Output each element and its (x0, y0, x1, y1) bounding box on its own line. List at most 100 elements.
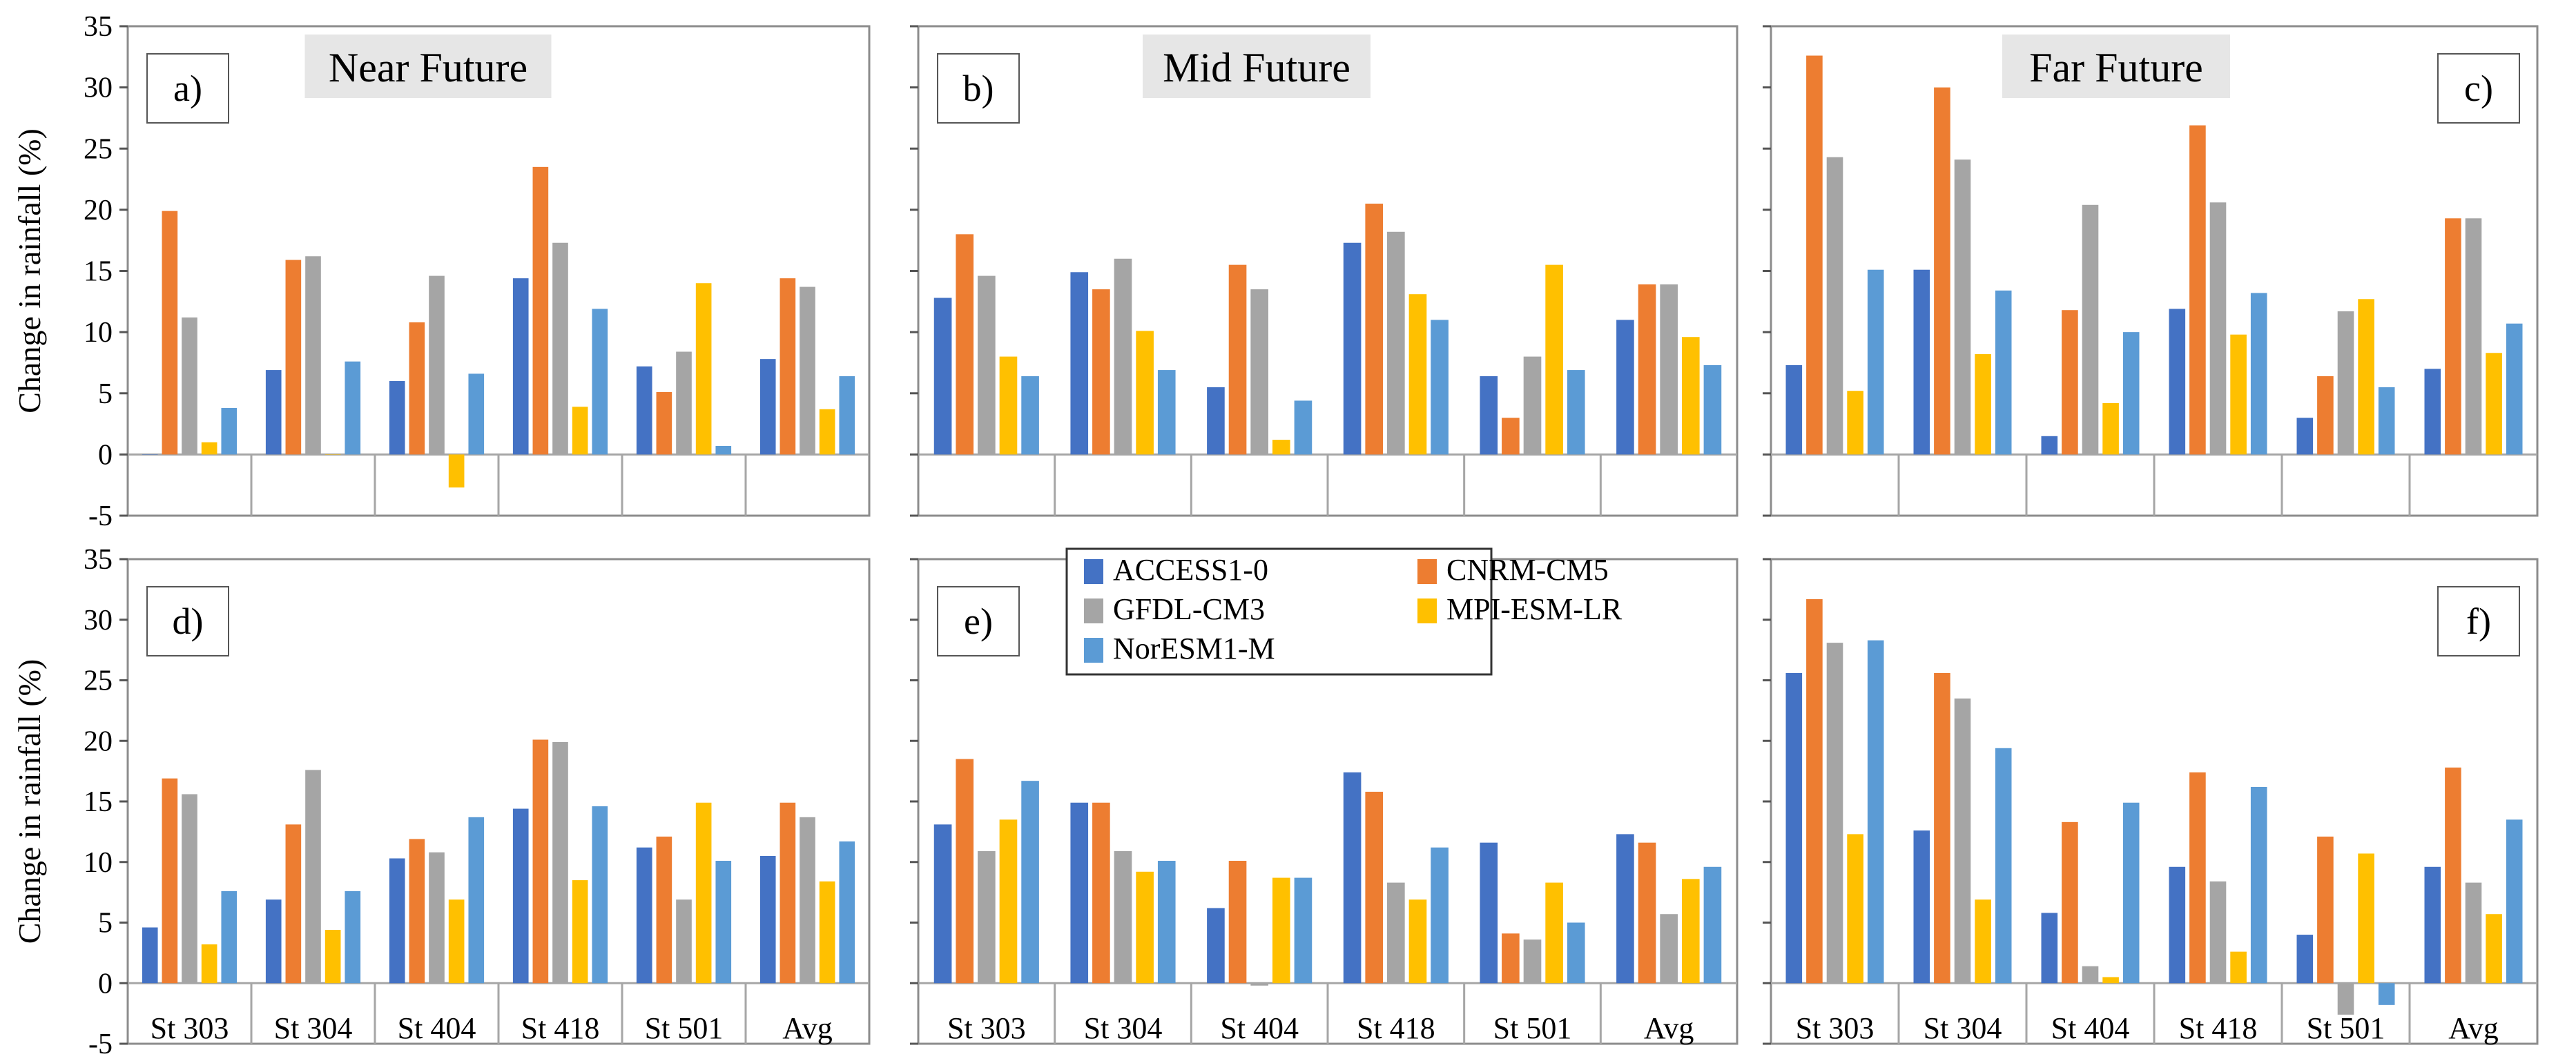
bar (1070, 802, 1089, 984)
category-label: Avg (2448, 1011, 2499, 1045)
category-label: St 404 (1220, 1011, 1299, 1045)
bar (1343, 242, 1362, 455)
bar (1703, 364, 1722, 455)
bar (1294, 877, 1313, 984)
bar (2337, 983, 2354, 1015)
bar (221, 890, 238, 984)
bar (1660, 914, 1678, 984)
bar (1272, 440, 1290, 455)
bar (389, 381, 405, 455)
bar (695, 283, 712, 455)
bar (1250, 983, 1268, 986)
legend-swatch (1084, 638, 1103, 663)
bar (1523, 940, 1542, 984)
bar (759, 359, 776, 455)
bar (1913, 269, 1930, 455)
bar (656, 836, 672, 984)
bar (2209, 202, 2227, 455)
bar (1021, 376, 1039, 455)
bar (552, 242, 568, 455)
bar (1343, 772, 1362, 984)
bar (1616, 320, 1634, 455)
bar (221, 408, 238, 455)
y-tick-label: 15 (84, 256, 113, 288)
y-tick-label: -5 (88, 1029, 113, 1058)
panel-label-box (146, 586, 229, 656)
bar (759, 855, 776, 984)
bar (1867, 269, 1884, 455)
bar (819, 881, 835, 984)
bar (2465, 882, 2482, 984)
bar (2465, 218, 2482, 455)
bar (1867, 640, 1884, 984)
bar (2486, 353, 2502, 455)
bar (592, 806, 608, 984)
panel-frame (126, 558, 871, 1045)
bar (800, 286, 815, 455)
panel-label: b) (963, 68, 994, 109)
bar (999, 356, 1018, 455)
bar (182, 317, 197, 455)
y-tick-label: 15 (84, 786, 113, 818)
legend-entry: NorESM1-M (1113, 632, 1275, 665)
bar (695, 802, 712, 984)
bar (779, 278, 796, 455)
panel-label-box (2437, 53, 2520, 124)
bar (1785, 672, 1803, 984)
bar (1567, 370, 1585, 455)
panel-frame (126, 25, 871, 517)
bar (1806, 598, 1823, 984)
legend-entry: ACCESS1-0 (1113, 553, 1268, 587)
panel-label-box (937, 586, 1020, 656)
bar (676, 899, 692, 984)
bar (325, 454, 341, 455)
bar (1092, 289, 1110, 455)
bar (1545, 264, 1563, 455)
bar (389, 858, 405, 984)
bar (978, 850, 996, 984)
bar (819, 409, 835, 455)
panel-label: e) (964, 601, 993, 642)
bar (2041, 913, 2058, 984)
bar (2337, 311, 2354, 455)
bar (2122, 802, 2140, 984)
category-label: St 501 (645, 1011, 724, 1045)
bar (2250, 786, 2267, 984)
bar (142, 454, 158, 455)
bar (2358, 853, 2374, 984)
bar (1365, 791, 1384, 984)
bar (933, 298, 952, 455)
bar (1365, 204, 1384, 455)
bar (2317, 376, 2334, 455)
bar (800, 817, 815, 984)
bar (345, 890, 361, 984)
bar (532, 739, 549, 984)
bar (1294, 400, 1313, 455)
category-label: St 304 (1924, 1011, 2002, 1045)
bar (1681, 337, 1700, 455)
bar (933, 824, 952, 984)
bar (1480, 842, 1498, 984)
bar (1567, 922, 1585, 984)
bar (2445, 218, 2461, 455)
bar (1157, 860, 1176, 984)
bar (2169, 309, 2186, 455)
bar (2506, 323, 2523, 455)
bar (1387, 231, 1405, 455)
y-tick-label: 0 (98, 439, 113, 471)
bar (265, 899, 282, 984)
legend-entry: CNRM-CM5 (1446, 553, 1609, 587)
bar (2250, 293, 2267, 455)
bar (2189, 772, 2206, 984)
category-label: Avg (1644, 1011, 1694, 1045)
bar (636, 847, 652, 984)
bar (1272, 877, 1290, 984)
legend-entry: MPI-ESM-LR (1446, 592, 1623, 626)
legend-swatch (1084, 598, 1103, 623)
bar (201, 442, 217, 455)
bar (2445, 767, 2461, 984)
bar (285, 260, 302, 455)
panel-label: c) (2464, 68, 2493, 109)
bar (1207, 387, 1225, 455)
panel-title: Far Future (2029, 45, 2203, 90)
